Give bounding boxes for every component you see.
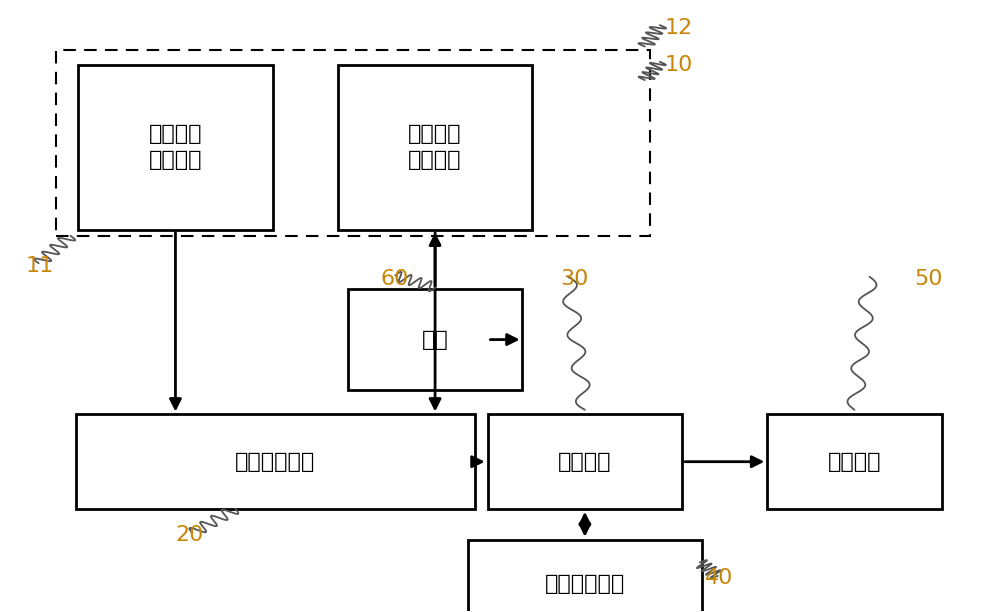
Text: 60: 60 <box>380 269 409 288</box>
Text: 左视图像
采集模块: 左视图像 采集模块 <box>149 124 202 170</box>
Text: 光源: 光源 <box>422 330 448 349</box>
Text: 20: 20 <box>175 525 204 545</box>
Text: 10: 10 <box>665 55 693 75</box>
Text: 图像处理模块: 图像处理模块 <box>235 452 315 472</box>
Bar <box>348 289 522 390</box>
Text: 30: 30 <box>560 269 588 288</box>
Bar <box>78 65 273 230</box>
Text: 12: 12 <box>665 18 693 38</box>
Text: 50: 50 <box>914 269 943 288</box>
Bar <box>488 414 682 509</box>
Bar <box>56 50 650 236</box>
Bar <box>767 414 942 509</box>
Text: 右视图像
采集模块: 右视图像 采集模块 <box>408 124 462 170</box>
Text: 40: 40 <box>705 568 733 588</box>
Text: 计算模块: 计算模块 <box>558 452 612 472</box>
Bar <box>338 65 532 230</box>
Bar <box>76 414 475 509</box>
Text: 控制模块: 控制模块 <box>828 452 881 472</box>
Bar <box>468 540 702 612</box>
Text: 数据存储模块: 数据存储模块 <box>545 574 625 594</box>
Text: 11: 11 <box>26 256 54 276</box>
